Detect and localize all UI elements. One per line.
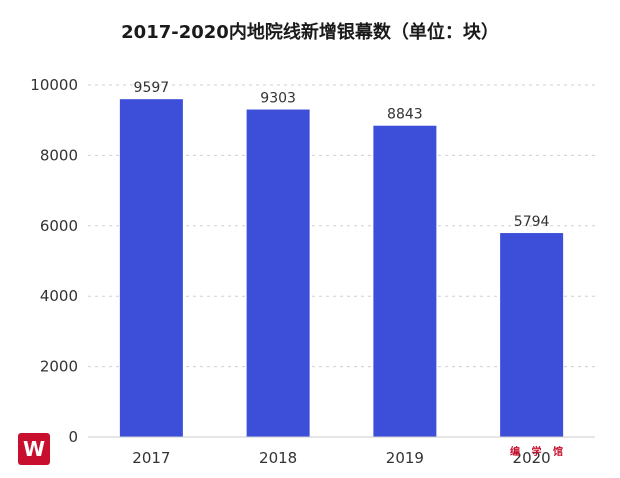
- y-tick-label: 10000: [30, 76, 78, 94]
- bar: [373, 125, 437, 437]
- x-tick-label: 2019: [386, 449, 424, 467]
- y-tick-label: 8000: [40, 146, 78, 164]
- data-label: 9597: [134, 80, 170, 96]
- y-tick-label: 0: [68, 428, 78, 446]
- data-labels: 9597 9303 8843 5794: [134, 80, 550, 230]
- x-axis-ticks: 2017 2018 2019 2020: [132, 449, 550, 467]
- logo-icon: W: [18, 433, 50, 465]
- bar: [246, 109, 310, 438]
- bar: [119, 99, 183, 437]
- y-tick-label: 2000: [40, 358, 78, 376]
- watermark-stamp: 编 学 馆: [510, 447, 567, 458]
- y-axis-ticks: 0 2000 4000 6000 8000 10000: [30, 76, 78, 446]
- bar: [500, 233, 564, 437]
- logo-mark: W: [22, 437, 46, 461]
- chart-title: 2017-2020内地院线新增银幕数（单位：块）: [121, 22, 499, 43]
- y-tick-label: 4000: [40, 287, 78, 305]
- x-tick-label: 2020: [513, 449, 551, 467]
- bars: [119, 99, 564, 438]
- x-tick-label: 2017: [132, 449, 170, 467]
- data-label: 9303: [260, 91, 296, 107]
- data-label: 5794: [514, 214, 550, 230]
- x-tick-label: 2018: [259, 449, 297, 467]
- y-tick-label: 6000: [40, 217, 78, 235]
- data-label: 8843: [387, 107, 423, 123]
